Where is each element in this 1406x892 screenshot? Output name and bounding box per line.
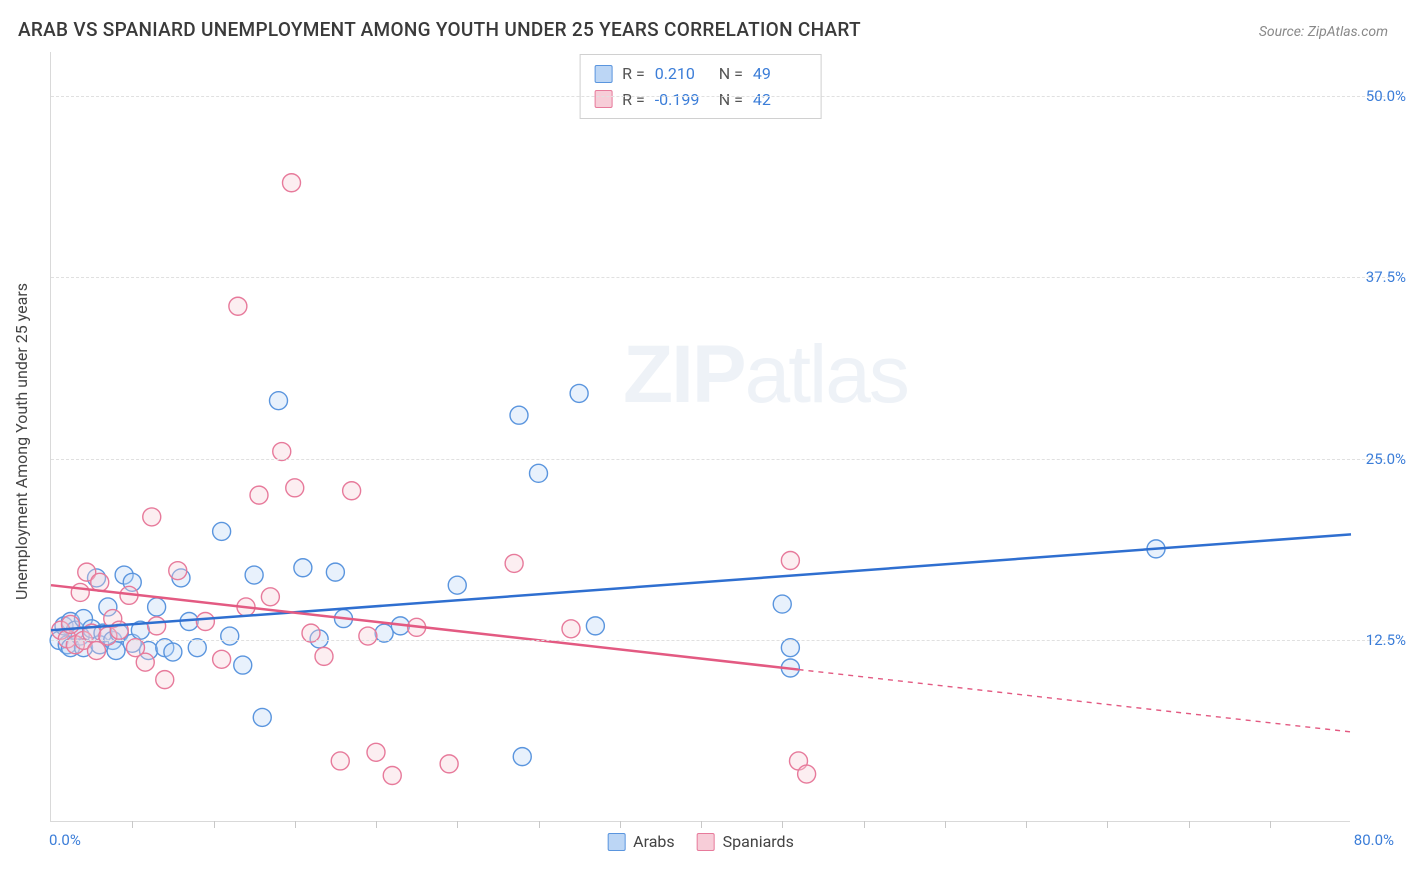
source-prefix: Source: [1259, 24, 1308, 40]
trendline-arabs [51, 534, 1351, 630]
xtick [620, 821, 621, 828]
r-value: 0.210 [655, 61, 709, 87]
data-point-spaniards [440, 755, 458, 773]
data-point-spaniards [62, 615, 80, 633]
data-point-spaniards [798, 765, 816, 783]
data-point-arabs [326, 563, 344, 581]
data-point-spaniards [343, 482, 361, 500]
ytick-label: 50.0% [1354, 87, 1406, 105]
data-point-spaniards [283, 174, 301, 192]
data-point-arabs [213, 522, 231, 540]
xtick [376, 821, 377, 828]
x-max-label: 80.0% [1354, 831, 1394, 849]
r-label: R = [622, 87, 645, 113]
legend-swatch-arabs [607, 833, 625, 851]
n-value: 42 [753, 87, 807, 113]
gridline-h [51, 96, 1390, 97]
stats-row-spaniards: R = -0.199 N = 42 [594, 87, 807, 113]
data-point-spaniards [213, 650, 231, 668]
r-label: R = [622, 61, 645, 87]
xtick [945, 821, 946, 828]
ytick-label: 37.5% [1354, 268, 1406, 286]
data-point-spaniards [148, 617, 166, 635]
y-axis-label-wrap: Unemployment Among Youth under 25 years [8, 50, 36, 832]
data-point-spaniards [261, 588, 279, 606]
n-label: N = [719, 61, 743, 87]
data-point-arabs [245, 566, 263, 584]
xtick [214, 821, 215, 828]
y-axis-label: Unemployment Among Youth under 25 years [13, 282, 32, 599]
xtick [132, 821, 133, 828]
data-point-spaniards [367, 743, 385, 761]
xtick [539, 821, 540, 828]
data-point-arabs [773, 595, 791, 613]
data-point-arabs [253, 708, 271, 726]
data-point-spaniards [143, 508, 161, 526]
gridline-h [51, 640, 1390, 641]
n-label: N = [719, 87, 743, 113]
data-point-spaniards [286, 479, 304, 497]
data-point-arabs [294, 559, 312, 577]
source-name: ZipAtlas.com [1308, 24, 1388, 40]
n-value: 49 [753, 61, 807, 87]
xtick [1026, 821, 1027, 828]
xtick [1270, 821, 1271, 828]
swatch-arabs [594, 65, 612, 83]
xtick [1107, 821, 1108, 828]
stats-box: R = 0.210 N = 49 R = -0.199 N = 42 [579, 54, 822, 119]
data-point-spaniards [505, 554, 523, 572]
data-point-spaniards [169, 562, 187, 580]
stats-row-arabs: R = 0.210 N = 49 [594, 61, 807, 87]
data-point-arabs [570, 384, 588, 402]
legend-swatch-spaniards [697, 833, 715, 851]
data-point-arabs [448, 576, 466, 594]
data-point-arabs [530, 464, 548, 482]
x-min-label: 0.0% [49, 831, 81, 849]
swatch-spaniards [594, 90, 612, 108]
xtick [295, 821, 296, 828]
data-point-spaniards [331, 752, 349, 770]
data-point-spaniards [315, 647, 333, 665]
data-point-arabs [234, 656, 252, 674]
data-point-spaniards [71, 583, 89, 601]
source-attribution: Source: ZipAtlas.com [1259, 24, 1388, 40]
data-point-arabs [221, 627, 239, 645]
legend: Arabs Spaniards [607, 832, 794, 851]
xtick [782, 821, 783, 828]
trendline-extrapolated-spaniards [799, 670, 1352, 732]
plot-svg [51, 52, 1350, 821]
plot-area: ZIPatlas R =0.210N =49R =-0.199N =42 0.0… [50, 52, 1350, 822]
r-value: -0.199 [655, 87, 709, 113]
xtick [457, 821, 458, 828]
data-point-spaniards [383, 767, 401, 785]
gridline-h [51, 277, 1390, 278]
data-point-arabs [513, 748, 531, 766]
data-point-arabs [164, 643, 182, 661]
data-point-arabs [148, 598, 166, 616]
data-point-spaniards [781, 551, 799, 569]
xtick [1189, 821, 1190, 828]
legend-item-spaniards: Spaniards [697, 832, 794, 851]
data-point-spaniards [196, 613, 214, 631]
xtick [864, 821, 865, 828]
data-point-spaniards [91, 573, 109, 591]
data-point-arabs [586, 617, 604, 635]
chart-header: ARAB VS SPANIARD UNEMPLOYMENT AMONG YOUT… [18, 18, 1388, 41]
legend-item-arabs: Arabs [607, 832, 675, 851]
chart-title: ARAB VS SPANIARD UNEMPLOYMENT AMONG YOUT… [18, 18, 861, 41]
data-point-spaniards [359, 627, 377, 645]
legend-label: Arabs [633, 832, 675, 851]
data-point-spaniards [229, 297, 247, 315]
data-point-arabs [270, 392, 288, 410]
data-point-spaniards [250, 486, 268, 504]
legend-label: Spaniards [723, 832, 794, 851]
data-point-spaniards [156, 671, 174, 689]
data-point-spaniards [136, 653, 154, 671]
ytick-label: 25.0% [1354, 450, 1406, 468]
ytick-label: 12.5% [1354, 631, 1406, 649]
data-point-arabs [510, 406, 528, 424]
gridline-h [51, 459, 1390, 460]
data-point-spaniards [562, 620, 580, 638]
xtick [701, 821, 702, 828]
